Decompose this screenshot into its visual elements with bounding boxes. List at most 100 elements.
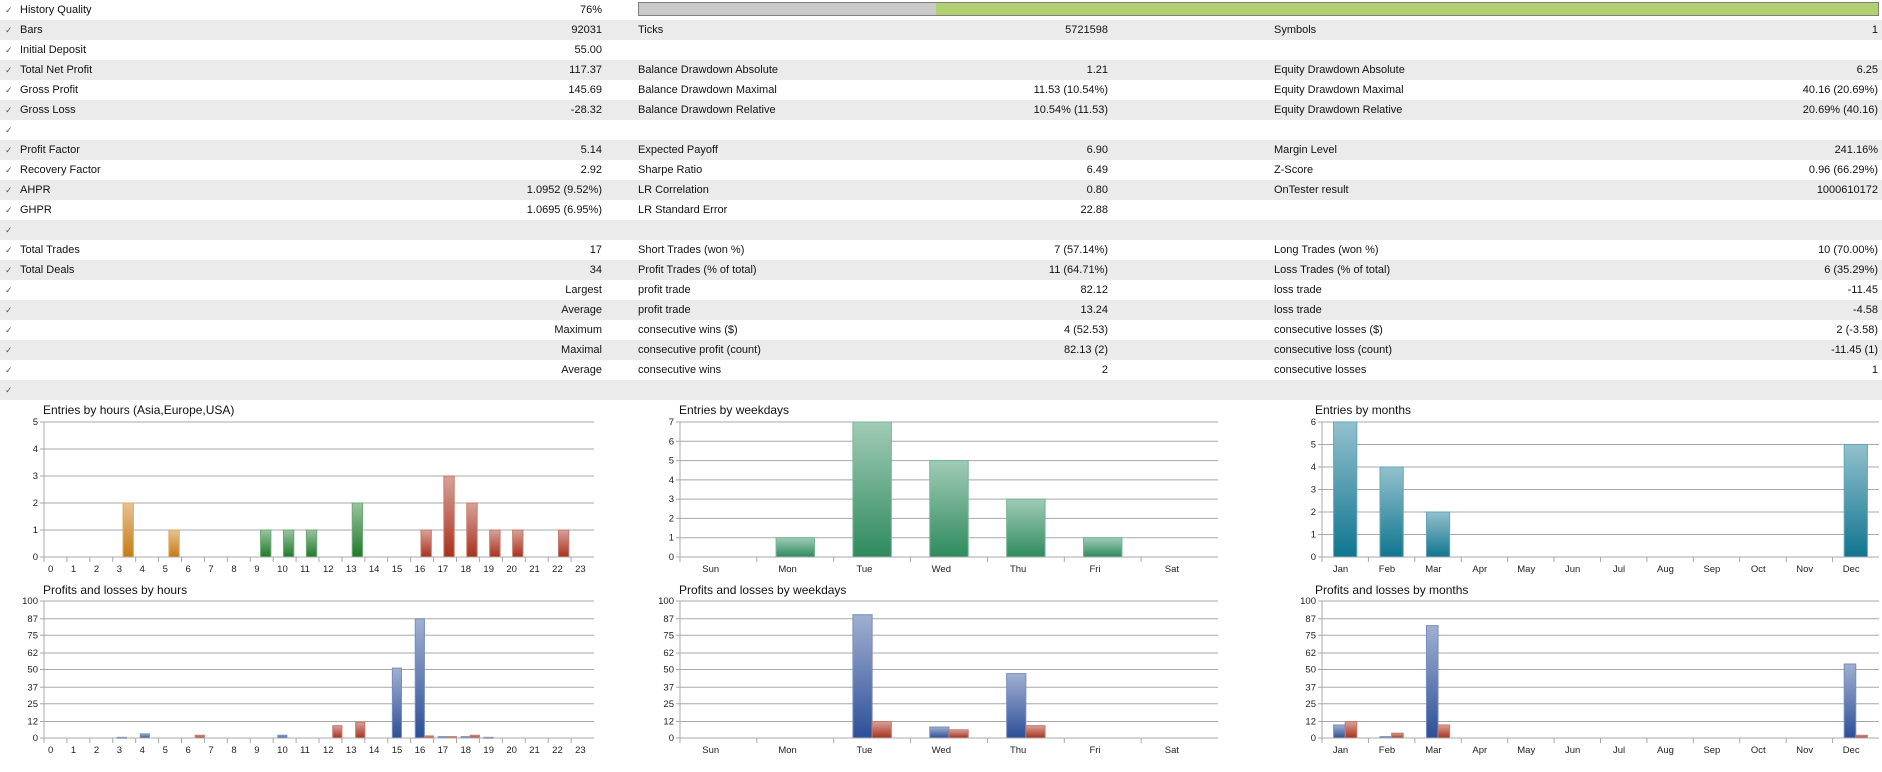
stat-label-1: Gross Loss [20, 104, 76, 116]
y-tick-label: 2 [33, 498, 38, 509]
y-tick-label: 87 [27, 614, 38, 625]
stat-value-3: -11.45 (1) [1831, 344, 1878, 356]
stats-row: ✓ AHPR 1.0952 (9.52%) LR Correlation 0.80 OnT… [0, 180, 1882, 200]
x-tick-label: Apr [1472, 564, 1487, 575]
stat-value-2: 2 [1101, 364, 1108, 376]
stat-value-3: 1 [1871, 24, 1878, 36]
y-tick-label: 12 [1305, 717, 1316, 728]
chart-title: Profits and losses by weekdays [679, 583, 847, 597]
x-tick-label: 15 [392, 564, 403, 575]
stat-value-3: 40.16 (20.69%) [1802, 84, 1878, 96]
x-tick-label: 4 [140, 745, 145, 756]
check-icon: ✓ [5, 85, 13, 95]
y-tick-label: 100 [658, 597, 674, 607]
stat-label-1: Initial Deposit [20, 44, 87, 56]
profits-bar [391, 667, 403, 739]
x-tick-label: 21 [529, 564, 540, 575]
stat-value-2: 10.54% (11.53) [1033, 104, 1108, 116]
x-tick-label: Thu [1010, 564, 1026, 575]
x-tick-label: Oct [1751, 745, 1766, 756]
y-tick-label: 0 [669, 733, 674, 744]
x-tick-label: 3 [117, 745, 122, 756]
x-tick-label: 14 [369, 564, 380, 575]
stat-value-3: 1 [1871, 364, 1878, 376]
profits-bar [1333, 724, 1346, 739]
y-tick-label: 0 [669, 552, 674, 563]
x-tick-label: Jul [1613, 745, 1625, 756]
y-tick-label: 37 [27, 682, 38, 693]
stat-value-3: 2 (-3.58) [1836, 324, 1878, 336]
stat-label-3: Equity Drawdown Relative [1274, 104, 1403, 116]
history-quality-progress-bar [638, 2, 1879, 16]
y-tick-label: 1 [669, 533, 674, 544]
stat-value-3: 241.16% [1834, 144, 1878, 156]
profits-bar [852, 614, 873, 739]
x-tick-label: 10 [277, 745, 288, 756]
y-tick-label: 2 [669, 513, 674, 524]
profits-bar [414, 618, 425, 739]
x-tick-label: Fri [1089, 564, 1100, 575]
y-tick-label: 2 [1311, 507, 1316, 518]
stats-row: ✓ Initial Deposit 55.00 [0, 40, 1882, 60]
losses-bar [1437, 724, 1451, 739]
profits-bar [1425, 625, 1439, 739]
y-tick-label: 25 [663, 699, 674, 710]
x-tick-label: 8 [231, 745, 236, 756]
x-tick-label: Apr [1472, 745, 1487, 756]
stats-row: ✓ [0, 220, 1882, 240]
stat-value-2: 4 (52.53) [1063, 324, 1108, 336]
entries-bar [929, 460, 969, 558]
x-tick-label: 12 [323, 564, 334, 575]
stats-row: ✓ GHPR 1.0695 (6.95%) LR Standard Error 22.8… [0, 200, 1882, 220]
x-tick-label: 4 [140, 564, 145, 575]
entries-bar [443, 475, 455, 558]
y-tick-label: 4 [1311, 462, 1316, 473]
stat-value-1: Average [561, 304, 602, 316]
stats-row: ✓ Average profit trade 13.24 loss trade -4.58 [0, 300, 1882, 320]
x-tick-label: 11 [300, 564, 310, 575]
y-tick-label: 37 [1305, 682, 1316, 693]
x-tick-label: Fri [1089, 745, 1100, 756]
chart-2: 0 1 2 3 4 5 6 Jan Feb Mar Apr May Jun Jul Aug Sep Oct Nov… [1311, 418, 1879, 575]
x-tick-label: 17 [438, 745, 449, 756]
x-tick-label: 1 [71, 745, 76, 756]
x-tick-label: 22 [552, 564, 563, 575]
x-tick-label: 13 [346, 564, 357, 575]
profits-bar [1843, 663, 1857, 739]
stat-label-3: consecutive loss (count) [1274, 344, 1392, 356]
stat-label-2: Balance Drawdown Relative [638, 104, 776, 116]
y-tick-label: 62 [663, 648, 674, 659]
stat-value-3: 0.96 (66.29%) [1808, 164, 1878, 176]
profits-bar [1006, 673, 1027, 739]
x-tick-label: 16 [415, 564, 426, 575]
x-tick-label: 2 [94, 564, 99, 575]
stat-value-2: 22.88 [1080, 204, 1108, 216]
entries-bar [351, 502, 364, 558]
y-tick-label: 62 [1305, 648, 1316, 659]
x-tick-label: 6 [186, 745, 191, 756]
entries-bar [489, 529, 501, 558]
x-tick-label: 22 [552, 745, 563, 756]
stat-value-2: 82.13 (2) [1063, 344, 1108, 356]
x-tick-label: Sat [1165, 745, 1180, 756]
x-tick-label: 1 [71, 564, 76, 575]
entries-bar [1425, 511, 1451, 558]
entries-bar [775, 537, 815, 558]
y-tick-label: 4 [669, 475, 674, 486]
stats-row: ✓ Profit Factor 5.14 Expected Payoff 6.90 Mar… [0, 140, 1882, 160]
stats-row: ✓ Largest profit trade 82.12 loss trade -11.4… [0, 280, 1882, 300]
x-tick-label: Tue [856, 745, 872, 756]
x-tick-label: 8 [231, 564, 236, 575]
history-quality-value: 76% [579, 4, 602, 16]
x-tick-label: Jul [1613, 564, 1625, 575]
entries-bar [512, 529, 524, 558]
y-tick-label: 3 [669, 494, 674, 505]
stat-label-2: Balance Drawdown Maximal [638, 84, 777, 96]
stat-value-1: 92031 [571, 24, 602, 36]
y-tick-label: 6 [1311, 418, 1316, 428]
y-tick-label: 5 [33, 418, 38, 428]
check-icon: ✓ [5, 205, 13, 215]
x-tick-label: 9 [254, 745, 259, 756]
check-icon: ✓ [5, 265, 13, 275]
